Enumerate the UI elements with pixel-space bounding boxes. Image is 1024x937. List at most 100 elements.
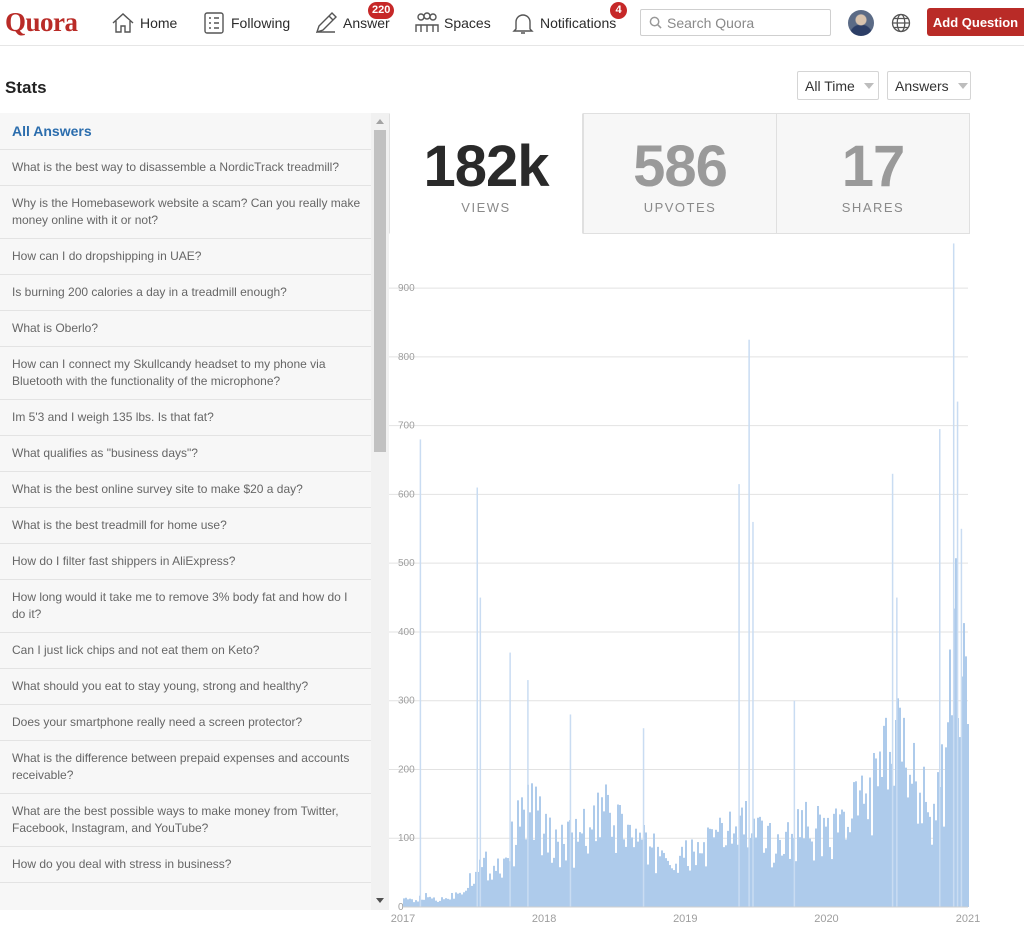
- answer-list-item[interactable]: Is burning 200 calories a day in a tread…: [0, 275, 371, 311]
- chart-bar: [783, 853, 785, 907]
- chart-bar: [507, 858, 509, 907]
- chart-bar: [409, 898, 411, 907]
- chart-bar: [585, 845, 587, 907]
- chart-bar: [577, 841, 579, 907]
- answer-list-item[interactable]: What is the difference between prepaid e…: [0, 741, 371, 794]
- chart-bar: [565, 860, 567, 907]
- answer-list-item[interactable]: Does your smartphone really need a scree…: [0, 705, 371, 741]
- language-button[interactable]: [890, 12, 912, 34]
- chart-bar: [763, 852, 765, 907]
- add-question-button[interactable]: Add Question: [927, 8, 1024, 36]
- nav-following[interactable]: Following: [201, 0, 290, 46]
- chart-bar: [731, 843, 733, 907]
- answer-list-item[interactable]: How do you deal with stress in business?: [0, 847, 371, 883]
- chart-bar: [719, 817, 721, 907]
- search-box[interactable]: [640, 9, 831, 36]
- chart-bar: [727, 830, 729, 907]
- chart-bar: [647, 864, 649, 907]
- chart-bar: [915, 781, 917, 907]
- chart-bar: [675, 863, 677, 907]
- answer-list-item[interactable]: How do I filter fast shippers in AliExpr…: [0, 544, 371, 580]
- answer-list-item[interactable]: What is the best online survey site to m…: [0, 472, 371, 508]
- user-avatar[interactable]: [848, 10, 874, 36]
- chart-bar: [747, 847, 749, 907]
- upvotes-stat-tab[interactable]: 586 UPVOTES: [583, 113, 777, 234]
- answer-list-item[interactable]: How can I connect my Skullcandy headset …: [0, 347, 371, 400]
- chart-bar: [833, 813, 835, 907]
- chart-bar: [671, 868, 673, 907]
- chart-bar: [919, 792, 921, 907]
- chart-bar: [679, 855, 681, 907]
- chart-bar: [625, 846, 627, 907]
- chart-bar: [809, 838, 811, 907]
- chart-bar: [933, 803, 935, 907]
- chart-bar: [457, 893, 459, 907]
- chart-bar: [777, 834, 779, 907]
- answer-list-item[interactable]: How can I do dropshipping in UAE?: [0, 239, 371, 275]
- chart-bar: [649, 846, 651, 907]
- chart-bar: [605, 784, 607, 907]
- chart-bar: [929, 816, 931, 907]
- chart-bar: [879, 751, 881, 907]
- chart-bar: [519, 826, 521, 907]
- answers-scrollbar[interactable]: [371, 113, 389, 910]
- chart-bar: [505, 857, 507, 907]
- chart-bar: [753, 818, 755, 907]
- chart-bar: [947, 722, 949, 907]
- chart-bar: [745, 801, 747, 907]
- answer-list-item[interactable]: Can I just lick chips and not eat them o…: [0, 633, 371, 669]
- type-filter-select[interactable]: Answers: [887, 71, 971, 100]
- chart-bar: [907, 797, 909, 907]
- chart-bar: [597, 792, 599, 907]
- views-stat-tab[interactable]: 182k VIEWS: [389, 113, 583, 234]
- chart-bar: [545, 813, 547, 907]
- answer-list-item[interactable]: What is Oberlo?: [0, 311, 371, 347]
- scroll-up-arrow-icon[interactable]: [376, 119, 384, 124]
- chart-bar: [455, 892, 457, 907]
- chart-bar: [515, 844, 517, 907]
- y-tick-label: 400: [398, 627, 415, 638]
- all-answers-link[interactable]: All Answers: [0, 113, 371, 150]
- answer-list-item[interactable]: What is the best treadmill for home use?: [0, 508, 371, 544]
- spaces-icon: [415, 12, 439, 32]
- chart-bar: [629, 824, 631, 907]
- nav-home[interactable]: Home: [110, 0, 177, 46]
- chart-bar: [685, 840, 687, 907]
- chart-bar: [601, 797, 603, 907]
- chart-bar: [757, 817, 759, 907]
- quora-logo[interactable]: Quora: [5, 7, 78, 37]
- chart-bar: [599, 837, 601, 907]
- answer-count-badge: 220: [368, 2, 395, 19]
- answer-list-item[interactable]: What qualifies as "business days"?: [0, 436, 371, 472]
- chart-bar: [713, 837, 715, 907]
- chart-bar: [407, 899, 409, 907]
- chart-bar: [561, 824, 563, 907]
- scrollbar-thumb[interactable]: [374, 130, 386, 452]
- chart-bar: [797, 809, 799, 907]
- nav-notifications[interactable]: Notifications: [510, 0, 616, 46]
- answer-list-item[interactable]: Im 5'3 and I weigh 135 lbs. Is that fat?: [0, 400, 371, 436]
- chart-bar: [553, 857, 555, 907]
- chart-bar: [521, 797, 523, 907]
- shares-stat-tab[interactable]: 17 SHARES: [776, 113, 970, 234]
- chart-bar: [535, 786, 537, 907]
- chart-bar: [873, 752, 875, 907]
- answer-list-item[interactable]: What are the best possible ways to make …: [0, 794, 371, 847]
- answer-list-item[interactable]: What is the best way to disassemble a No…: [0, 150, 371, 186]
- chart-bar: [911, 783, 913, 907]
- chart-bar: [593, 805, 595, 907]
- time-filter-select[interactable]: All Time: [797, 71, 879, 100]
- chart-bar: [829, 847, 831, 907]
- home-icon: [112, 13, 134, 33]
- answer-list-item[interactable]: How long would it take me to remove 3% b…: [0, 580, 371, 633]
- scroll-down-arrow-icon[interactable]: [376, 898, 384, 903]
- chart-bar: [737, 844, 739, 907]
- chart-bar: [699, 853, 701, 907]
- search-input[interactable]: [667, 14, 827, 31]
- chart-bar: [847, 826, 849, 907]
- nav-answer[interactable]: Answer: [313, 0, 390, 46]
- answer-list-item[interactable]: Why is the Homebasework website a scam? …: [0, 186, 371, 239]
- chart-bar: [813, 860, 815, 907]
- nav-spaces[interactable]: Spaces: [414, 0, 491, 46]
- answer-list-item[interactable]: What should you eat to stay young, stron…: [0, 669, 371, 705]
